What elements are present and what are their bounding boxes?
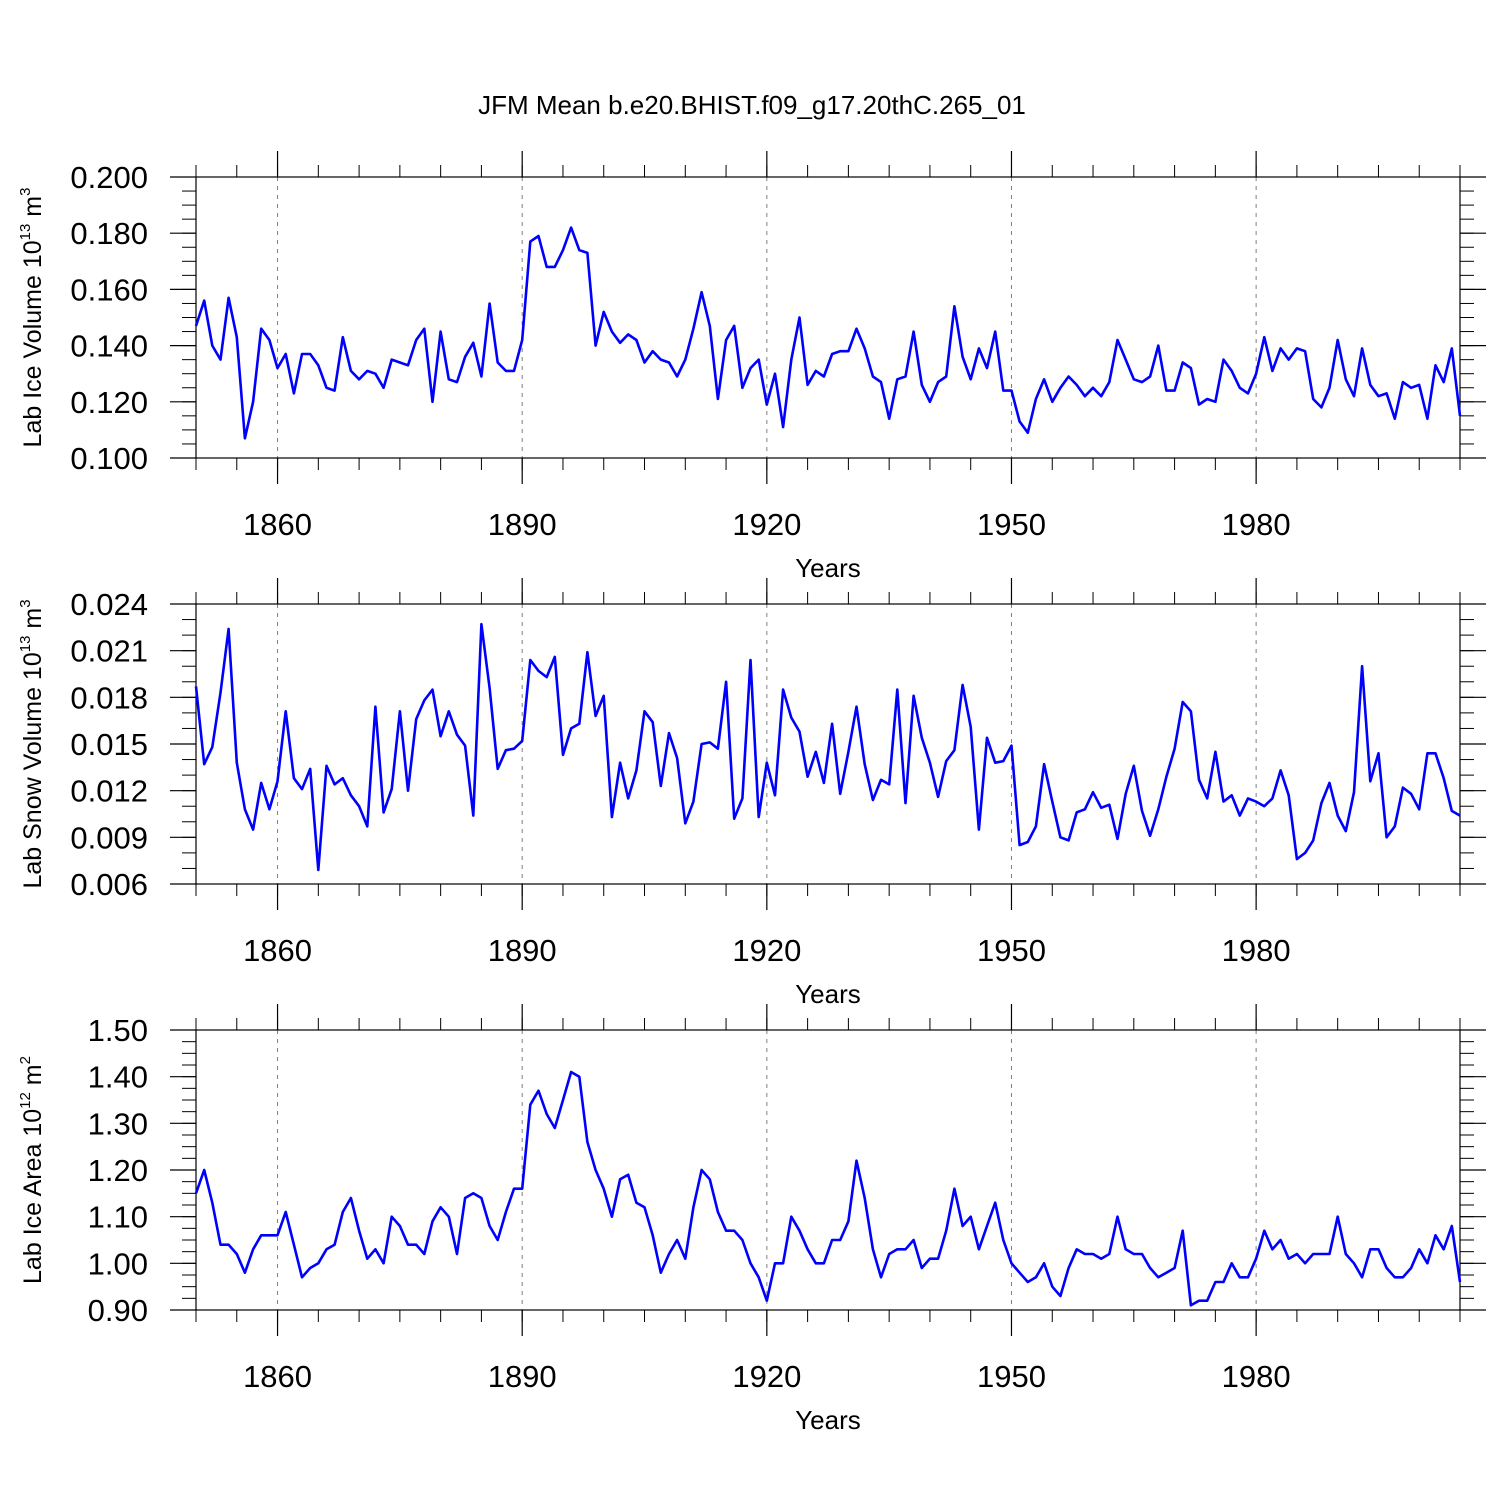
x-tick-label: 1890 (488, 933, 557, 968)
y-tick-label: 0.160 (70, 272, 148, 307)
y-tick-label: 0.100 (70, 441, 148, 476)
plot-frame (195, 1029, 1461, 1311)
y-tick-label: 0.140 (70, 329, 148, 364)
x-tick-label: 1980 (1222, 933, 1291, 968)
x-tick-label: 1950 (977, 507, 1046, 542)
y-tick-label: 1.20 (88, 1153, 148, 1188)
y-tick-label: 1.30 (88, 1106, 148, 1141)
plot-frame (195, 176, 1461, 459)
series-line (194, 226, 1462, 440)
y-tick-label: 0.024 (70, 587, 148, 622)
y-tick-label: 0.012 (70, 774, 148, 809)
x-tick-label: 1890 (488, 1359, 557, 1394)
x-tick-label: 1890 (488, 507, 557, 542)
y-tick-label: 0.009 (70, 820, 148, 855)
panel-3: 1860 1890 1920 1950 1980 0.90 1.00 1.10 1.20 1.30… (17, 1004, 1486, 1435)
y-tick-label: 0.018 (70, 680, 148, 715)
y-axis-label: Lab Snow Volume 1013 m3 (17, 599, 47, 888)
series-line (194, 1070, 1462, 1307)
y-tick-label: 1.40 (88, 1060, 148, 1095)
y-tick-label: 1.10 (88, 1200, 148, 1235)
y-tick-label: 0.200 (70, 160, 148, 195)
x-tick-label: 1920 (732, 507, 801, 542)
y-tick-label: 0.90 (88, 1293, 148, 1328)
x-tick-label: 1980 (1222, 507, 1291, 542)
y-axis-label: Lab Ice Area 1012 m2 (17, 1056, 47, 1284)
y-tick-label: 0.021 (70, 634, 148, 669)
y-tick-label: 1.50 (88, 1013, 148, 1048)
x-tick-label: 1980 (1222, 1359, 1291, 1394)
y-tick-label: 0.015 (70, 727, 148, 762)
x-tick-label: 1920 (732, 1359, 801, 1394)
x-axis-label: Years (795, 979, 861, 1009)
panel-2: 1860 1890 1920 1950 1980 0.006 0.009 0.012 0.015… (17, 578, 1486, 1009)
x-tick-label: 1860 (243, 1359, 312, 1394)
x-axis-label: Years (795, 1405, 861, 1435)
x-tick-label: 1860 (243, 507, 312, 542)
x-tick-label: 1860 (243, 933, 312, 968)
y-tick-label: 0.120 (70, 385, 148, 420)
x-tick-label: 1950 (977, 933, 1046, 968)
x-tick-label: 1920 (732, 933, 801, 968)
panel-1: 1860 1890 1920 1950 1980 0.100 0.120 0.140 0.160… (17, 151, 1486, 583)
series-line (194, 622, 1461, 872)
y-tick-label: 0.006 (70, 867, 148, 902)
x-tick-label: 1950 (977, 1359, 1046, 1394)
y-tick-label: 0.180 (70, 216, 148, 251)
y-tick-label: 1.00 (88, 1246, 148, 1281)
y-axis-label: Lab Ice Volume 1013 m3 (17, 188, 47, 448)
x-axis-label: Years (795, 553, 861, 583)
chart-title: JFM Mean b.e20.BHIST.f09_g17.20thC.265_0… (478, 90, 1026, 120)
